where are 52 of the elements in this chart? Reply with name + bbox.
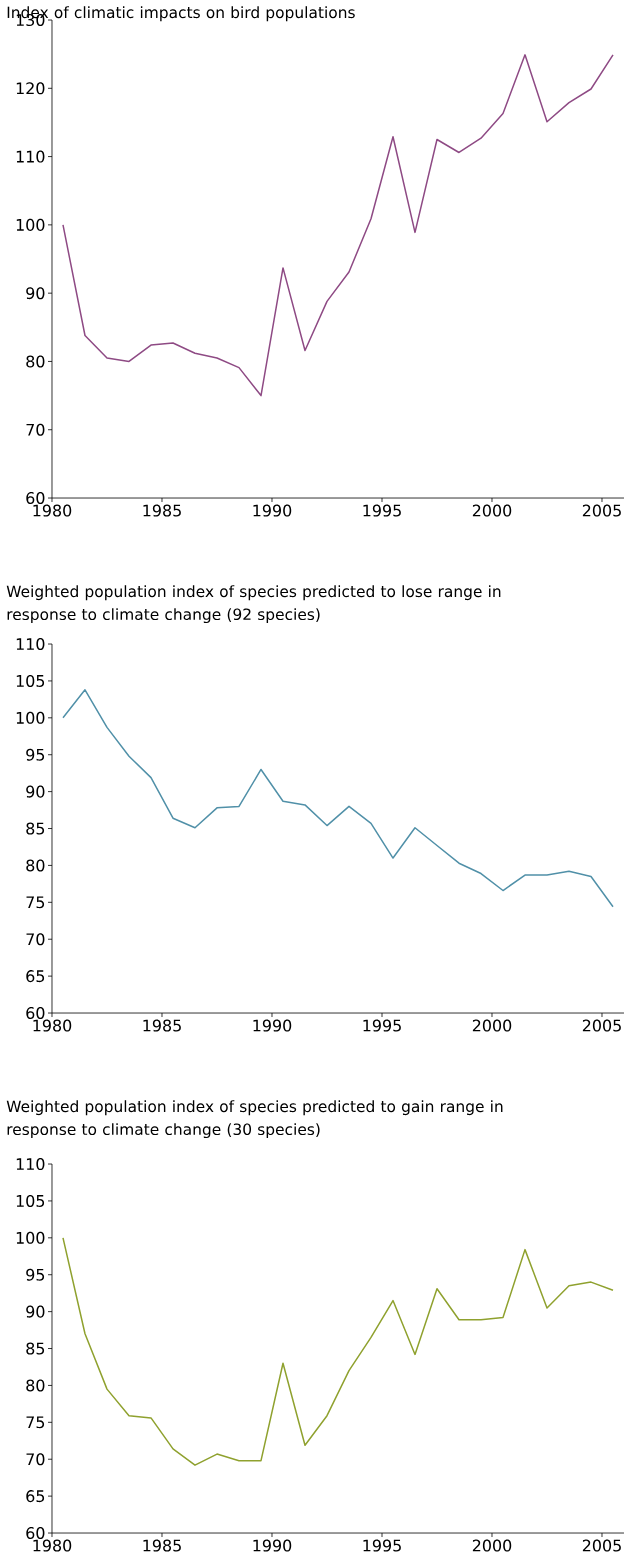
y-tick-label: 80: [26, 355, 45, 368]
y-tick-label: 60: [26, 491, 45, 505]
x-tick-label: 2005: [582, 504, 621, 517]
x-tick-label: 1985: [143, 504, 181, 517]
y-tick-label: 70: [26, 933, 45, 946]
y-tick-label: 110: [16, 638, 45, 651]
x-tick-label: 1985: [143, 1539, 181, 1552]
y-tick-label: 80: [26, 859, 45, 872]
x-tick-label: 1990: [253, 504, 292, 517]
y-tick-label: 75: [26, 1416, 45, 1429]
line-series: [62, 54, 614, 397]
y-tick-label: 110: [16, 150, 45, 163]
y-tick-label: 90: [26, 287, 45, 300]
y-tick-label: 60: [26, 1006, 45, 1020]
x-tick-label: 2005: [582, 1539, 621, 1552]
y-tick-label: 100: [16, 218, 45, 231]
y-tick-label: 90: [26, 1305, 45, 1318]
x-tick-label: 2000: [472, 1019, 512, 1032]
y-tick-label: 110: [16, 1158, 45, 1171]
y-tick-label: 105: [16, 1194, 45, 1207]
x-tick-label: 1980: [33, 504, 72, 517]
x-tick-label: 1995: [363, 1019, 401, 1032]
y-tick-label: 80: [26, 1379, 45, 1392]
x-tick-label: 1980: [33, 1539, 72, 1552]
y-tick-label: 120: [16, 82, 45, 95]
x-tick-label: 1995: [363, 1539, 401, 1552]
chart-title: Weighted population index of species predicted to lose range in response to climate change (92 species): [6, 585, 501, 624]
x-tick-label: 2000: [472, 504, 512, 517]
x-tick-label: 2000: [472, 1539, 512, 1552]
y-tick-label: 85: [26, 1342, 45, 1355]
x-tick-label: 1990: [253, 1019, 292, 1032]
y-tick-label: 60: [26, 1527, 45, 1540]
x-tick-label: 1990: [253, 1539, 292, 1552]
line-series: [62, 689, 614, 908]
x-tick-label: 1980: [33, 1019, 72, 1032]
y-tick-label: 100: [16, 711, 45, 724]
y-tick-label: 85: [26, 822, 45, 835]
line-series: [62, 1237, 614, 1466]
x-tick-label: 1985: [143, 1019, 181, 1032]
y-tick-label: 75: [26, 896, 45, 909]
y-tick-label: 105: [16, 674, 45, 687]
y-tick-label: 95: [26, 1268, 45, 1281]
y-tick-label: 70: [26, 423, 45, 436]
y-tick-label: 90: [26, 785, 45, 798]
y-tick-label: 65: [26, 1490, 45, 1503]
y-tick-label: 95: [26, 748, 45, 761]
y-tick-label: 100: [16, 1231, 45, 1244]
y-tick-label: 65: [26, 970, 45, 983]
x-tick-label: 2005: [582, 1019, 621, 1032]
chart-title: Weighted population index of species predicted to gain range in response to climate change (30 species): [6, 1100, 503, 1139]
x-tick-label: 1995: [363, 504, 401, 517]
y-tick-label: 70: [26, 1453, 45, 1466]
